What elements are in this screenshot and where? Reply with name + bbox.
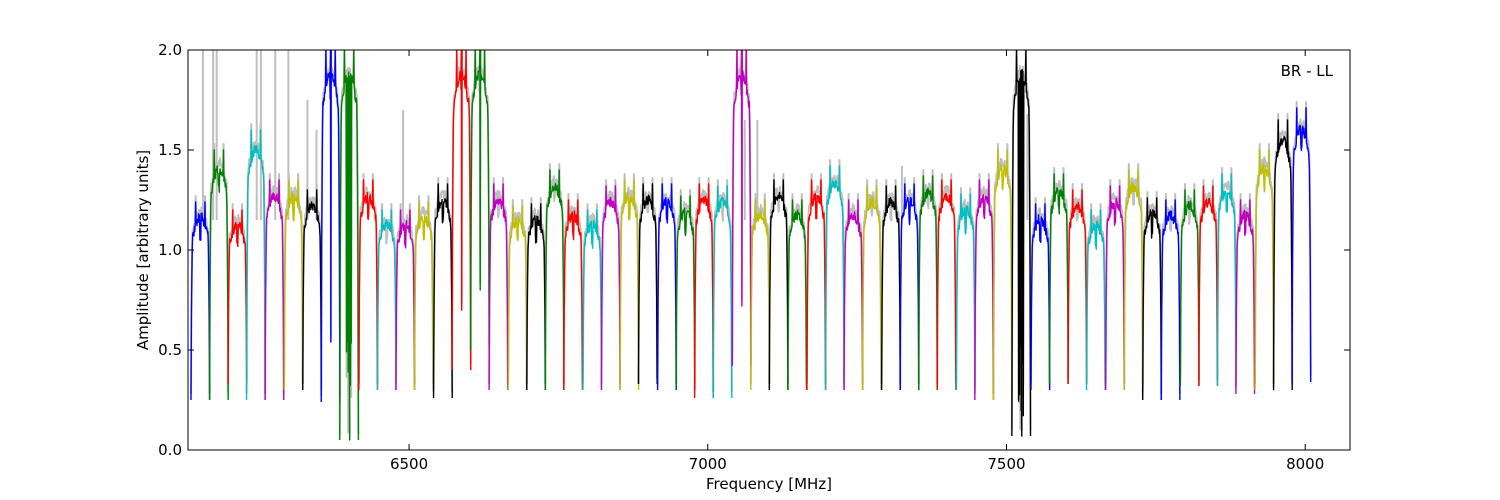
band-trace-44 bbox=[1011, 50, 1032, 437]
band-trace-6 bbox=[302, 189, 323, 391]
band-trace-31 bbox=[768, 179, 789, 391]
band-trace-26 bbox=[675, 195, 696, 391]
raw-band-32 bbox=[786, 193, 808, 385]
band-trace-8 bbox=[339, 50, 360, 441]
x-tick-label: 7000 bbox=[689, 455, 727, 473]
band-trace-36 bbox=[861, 185, 882, 391]
raw-band-57 bbox=[1254, 143, 1275, 385]
y-tick-label: 0.5 bbox=[158, 341, 182, 359]
band-trace-16 bbox=[488, 183, 509, 391]
raw-band-55 bbox=[1216, 167, 1238, 381]
band-trace-4 bbox=[264, 179, 285, 401]
x-axis-label: Frequency [MHz] bbox=[706, 475, 832, 493]
band-trace-58 bbox=[1272, 119, 1293, 391]
band-trace-17 bbox=[507, 205, 528, 391]
band-trace-41 bbox=[955, 193, 976, 391]
band-trace-0 bbox=[190, 201, 211, 401]
band-trace-35 bbox=[843, 199, 864, 391]
band-trace-33 bbox=[806, 179, 827, 391]
band-trace-22 bbox=[600, 185, 621, 391]
band-trace-29 bbox=[731, 50, 752, 367]
band-trace-43 bbox=[992, 149, 1013, 401]
y-tick-label: 2.0 bbox=[158, 41, 182, 59]
band-trace-12 bbox=[413, 201, 434, 391]
raw-band-27 bbox=[693, 177, 715, 393]
band-trace-13 bbox=[432, 183, 453, 399]
raw-band-28 bbox=[712, 179, 733, 393]
band-trace-27 bbox=[693, 183, 714, 399]
raw-band-17 bbox=[507, 199, 528, 385]
raw-band-45 bbox=[1029, 197, 1051, 385]
raw-band-50 bbox=[1123, 163, 1144, 385]
band-trace-3 bbox=[245, 129, 266, 401]
raw-band-42 bbox=[973, 173, 995, 395]
band-trace-7 bbox=[320, 50, 341, 403]
band-trace-46 bbox=[1048, 173, 1069, 385]
y-tick-label: 1.0 bbox=[158, 241, 182, 259]
ticks: 6500 7000 7500 8000 0.0 0.5 1.0 1.5 2.0 bbox=[158, 41, 1350, 473]
raw-band-39 bbox=[917, 169, 939, 385]
band-trace-53 bbox=[1179, 189, 1200, 387]
x-tick-label: 8000 bbox=[1286, 455, 1324, 473]
raw-band-53 bbox=[1179, 183, 1200, 381]
band-trace-57 bbox=[1254, 149, 1275, 391]
band-trace-5 bbox=[283, 179, 304, 391]
band-trace-21 bbox=[582, 209, 603, 391]
baseline-annotation: BR - LL bbox=[1281, 62, 1334, 80]
band-trace-59 bbox=[1291, 107, 1312, 383]
band-trace-23 bbox=[619, 179, 640, 391]
band-trace-49 bbox=[1104, 185, 1126, 391]
band-trace-56 bbox=[1235, 199, 1256, 395]
raw-band-43 bbox=[992, 143, 1013, 395]
raw-band-49 bbox=[1104, 179, 1126, 385]
band-trace-28 bbox=[712, 185, 733, 399]
band-trace-32 bbox=[787, 199, 808, 391]
band-trace-18 bbox=[526, 203, 547, 391]
band-trace-20 bbox=[563, 199, 584, 391]
band-trace-40 bbox=[936, 179, 957, 391]
band-trace-25 bbox=[656, 183, 677, 391]
traces bbox=[189, 50, 1312, 441]
raw-band-22 bbox=[600, 179, 622, 385]
x-tick-label: 6500 bbox=[390, 455, 428, 473]
raw-band-54 bbox=[1197, 179, 1219, 381]
band-trace-14 bbox=[451, 50, 472, 371]
band-trace-15 bbox=[469, 50, 490, 351]
band-trace-39 bbox=[917, 175, 939, 391]
band-trace-19 bbox=[544, 169, 565, 391]
band-trace-52 bbox=[1160, 199, 1181, 401]
band-trace-38 bbox=[899, 183, 920, 391]
band-trace-2 bbox=[227, 209, 248, 385]
band-trace-10 bbox=[376, 209, 397, 391]
band-trace-55 bbox=[1216, 173, 1237, 387]
raw-band-9 bbox=[357, 173, 379, 385]
raw-band-34 bbox=[824, 159, 846, 385]
raw-band-24 bbox=[637, 177, 659, 379]
band-trace-11 bbox=[395, 209, 416, 391]
raw-band-33 bbox=[805, 173, 827, 385]
raw-band-37 bbox=[880, 179, 902, 385]
raw-band-38 bbox=[899, 177, 920, 385]
band-trace-45 bbox=[1030, 203, 1051, 391]
band-trace-47 bbox=[1067, 189, 1088, 385]
band-trace-48 bbox=[1085, 209, 1106, 391]
band-trace-50 bbox=[1123, 169, 1144, 391]
y-tick-label: 1.5 bbox=[158, 141, 182, 159]
raw-band-51 bbox=[1141, 191, 1163, 395]
band-trace-1 bbox=[208, 149, 229, 401]
band-trace-24 bbox=[637, 183, 658, 385]
band-trace-34 bbox=[824, 165, 845, 391]
raw-band-0 bbox=[189, 195, 211, 395]
band-trace-54 bbox=[1198, 185, 1219, 387]
band-trace-9 bbox=[358, 179, 379, 391]
raw-band-10 bbox=[376, 203, 398, 385]
y-tick-label: 0.0 bbox=[158, 441, 182, 459]
band-trace-51 bbox=[1141, 197, 1163, 401]
band-trace-37 bbox=[880, 185, 901, 391]
band-trace-30 bbox=[750, 199, 771, 391]
x-tick-label: 7500 bbox=[987, 455, 1025, 473]
band-trace-42 bbox=[974, 179, 995, 401]
y-axis-label: Amplitude [arbitrary units] bbox=[134, 150, 152, 350]
